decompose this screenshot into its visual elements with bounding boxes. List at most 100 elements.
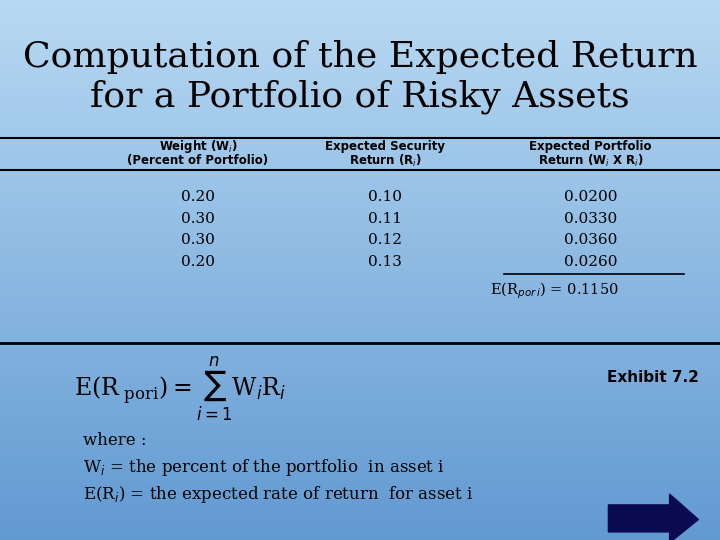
Bar [0, 328, 720, 329]
Bar [0, 110, 720, 112]
Bar [0, 434, 720, 436]
Bar [0, 363, 720, 366]
Bar [0, 333, 720, 335]
Bar [0, 81, 720, 83]
Bar [0, 506, 720, 508]
Bar [0, 137, 720, 139]
Bar [0, 263, 720, 265]
Bar [0, 279, 720, 281]
Bar [0, 329, 720, 331]
Bar [0, 455, 720, 457]
Bar [0, 90, 720, 92]
Bar [0, 42, 720, 43]
Bar [0, 360, 720, 362]
Bar [0, 255, 720, 258]
Bar [0, 463, 720, 464]
Bar [0, 374, 720, 376]
Bar [0, 250, 720, 252]
Bar [0, 0, 720, 2]
Bar [0, 466, 720, 468]
Bar [0, 25, 720, 27]
Bar [0, 387, 720, 389]
Bar [0, 497, 720, 498]
Bar [0, 347, 720, 349]
Bar [0, 383, 720, 385]
Bar [0, 268, 720, 270]
Bar [0, 174, 720, 177]
Bar [0, 22, 720, 23]
Bar [0, 470, 720, 471]
Bar [0, 366, 720, 367]
Bar [0, 200, 720, 201]
Bar [0, 140, 720, 142]
Bar [0, 312, 720, 313]
Bar [0, 123, 720, 124]
Bar [0, 11, 720, 12]
Text: 0.20: 0.20 [181, 190, 215, 204]
Bar [0, 69, 720, 70]
Bar [0, 164, 720, 166]
Bar [0, 538, 720, 540]
Bar [0, 142, 720, 144]
Bar [0, 50, 720, 52]
Bar [0, 88, 720, 90]
Bar [0, 295, 720, 297]
Bar [0, 158, 720, 160]
Bar [0, 288, 720, 290]
Bar [0, 4, 720, 5]
Bar [0, 508, 720, 509]
Bar [0, 259, 720, 261]
Bar [0, 324, 720, 326]
Bar [0, 315, 720, 317]
Bar [0, 23, 720, 25]
Bar [0, 313, 720, 315]
Bar [0, 59, 720, 61]
Bar [0, 339, 720, 340]
Bar [0, 536, 720, 538]
Bar [0, 211, 720, 212]
Text: 0.0330: 0.0330 [564, 212, 617, 226]
Bar [0, 93, 720, 96]
Bar [0, 155, 720, 157]
Bar [0, 502, 720, 504]
Bar [0, 493, 720, 495]
Bar [0, 20, 720, 22]
Bar [0, 301, 720, 302]
Bar [0, 331, 720, 333]
Bar [0, 61, 720, 63]
Bar [0, 477, 720, 479]
Bar [0, 241, 720, 243]
Bar [0, 509, 720, 511]
Bar [0, 153, 720, 155]
Bar [0, 108, 720, 110]
Bar [0, 518, 720, 520]
Bar [0, 83, 720, 85]
Bar [0, 270, 720, 272]
Bar [0, 409, 720, 410]
Bar [0, 191, 720, 193]
Bar [0, 282, 720, 285]
Bar [0, 382, 720, 383]
Bar [0, 247, 720, 248]
Bar [0, 450, 720, 452]
Bar [0, 425, 720, 427]
Bar [0, 58, 720, 59]
Bar [0, 119, 720, 120]
Bar [0, 135, 720, 137]
Bar [0, 396, 720, 398]
Bar [0, 441, 720, 443]
Bar [0, 79, 720, 81]
Bar [0, 420, 720, 421]
Bar [0, 353, 720, 355]
Bar [0, 432, 720, 434]
Bar [0, 151, 720, 153]
Bar [0, 495, 720, 497]
Bar [0, 349, 720, 351]
Bar [0, 228, 720, 231]
Bar [0, 45, 720, 47]
Bar [0, 34, 720, 36]
Bar [0, 471, 720, 474]
Bar [0, 423, 720, 425]
Bar [0, 371, 720, 373]
Bar [0, 243, 720, 245]
